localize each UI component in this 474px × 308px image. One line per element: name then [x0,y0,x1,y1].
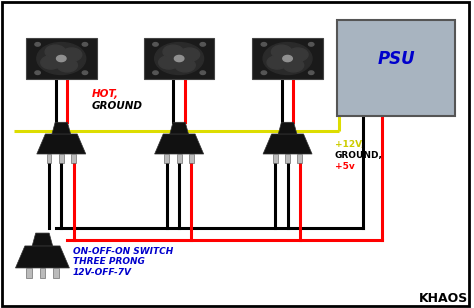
Text: GROUND,: GROUND, [335,151,383,160]
Circle shape [200,71,206,75]
FancyBboxPatch shape [144,38,215,79]
Polygon shape [170,122,189,134]
Text: THREE PRONG: THREE PRONG [73,257,145,266]
Circle shape [263,43,312,75]
Circle shape [82,43,88,46]
Circle shape [35,43,40,46]
Circle shape [159,56,179,69]
Text: KHAOS: KHAOS [419,292,468,305]
Polygon shape [32,233,53,246]
FancyBboxPatch shape [177,154,182,163]
Circle shape [261,71,266,75]
FancyBboxPatch shape [164,154,169,163]
Polygon shape [263,134,312,154]
Circle shape [200,43,206,46]
Text: ON-OFF-ON SWITCH: ON-OFF-ON SWITCH [73,246,173,256]
Polygon shape [278,122,297,134]
Text: HOT,: HOT, [92,89,119,99]
FancyBboxPatch shape [59,154,64,163]
Circle shape [283,55,292,62]
FancyBboxPatch shape [189,154,194,163]
Circle shape [155,43,203,75]
Polygon shape [155,134,204,154]
Circle shape [272,45,292,59]
Circle shape [57,59,77,72]
Circle shape [174,55,184,62]
Circle shape [309,71,314,75]
FancyBboxPatch shape [46,154,52,163]
Circle shape [175,59,195,72]
FancyBboxPatch shape [53,268,59,278]
Circle shape [153,43,158,46]
Circle shape [288,48,308,61]
Circle shape [35,71,40,75]
Polygon shape [37,134,86,154]
FancyBboxPatch shape [285,154,290,163]
Circle shape [41,56,61,69]
Text: +12V,: +12V, [335,140,364,149]
FancyBboxPatch shape [337,20,455,116]
Circle shape [62,48,82,61]
FancyBboxPatch shape [26,38,97,79]
Circle shape [153,71,158,75]
Circle shape [283,59,304,72]
Circle shape [267,56,287,69]
Circle shape [163,45,183,59]
Polygon shape [52,122,71,134]
FancyBboxPatch shape [40,268,45,278]
FancyBboxPatch shape [71,154,76,163]
FancyBboxPatch shape [252,38,323,79]
Circle shape [37,43,86,75]
Text: PSU: PSU [377,50,415,67]
Circle shape [56,55,66,62]
FancyBboxPatch shape [297,154,302,163]
Text: GROUND: GROUND [92,101,143,111]
Polygon shape [16,246,69,268]
Circle shape [179,48,200,61]
Circle shape [45,45,65,59]
Circle shape [82,71,88,75]
FancyBboxPatch shape [26,268,32,278]
Circle shape [261,43,266,46]
Circle shape [309,43,314,46]
Text: +5v: +5v [335,162,355,171]
FancyBboxPatch shape [273,154,278,163]
Text: 12V-OFF-7V: 12V-OFF-7V [73,268,132,277]
